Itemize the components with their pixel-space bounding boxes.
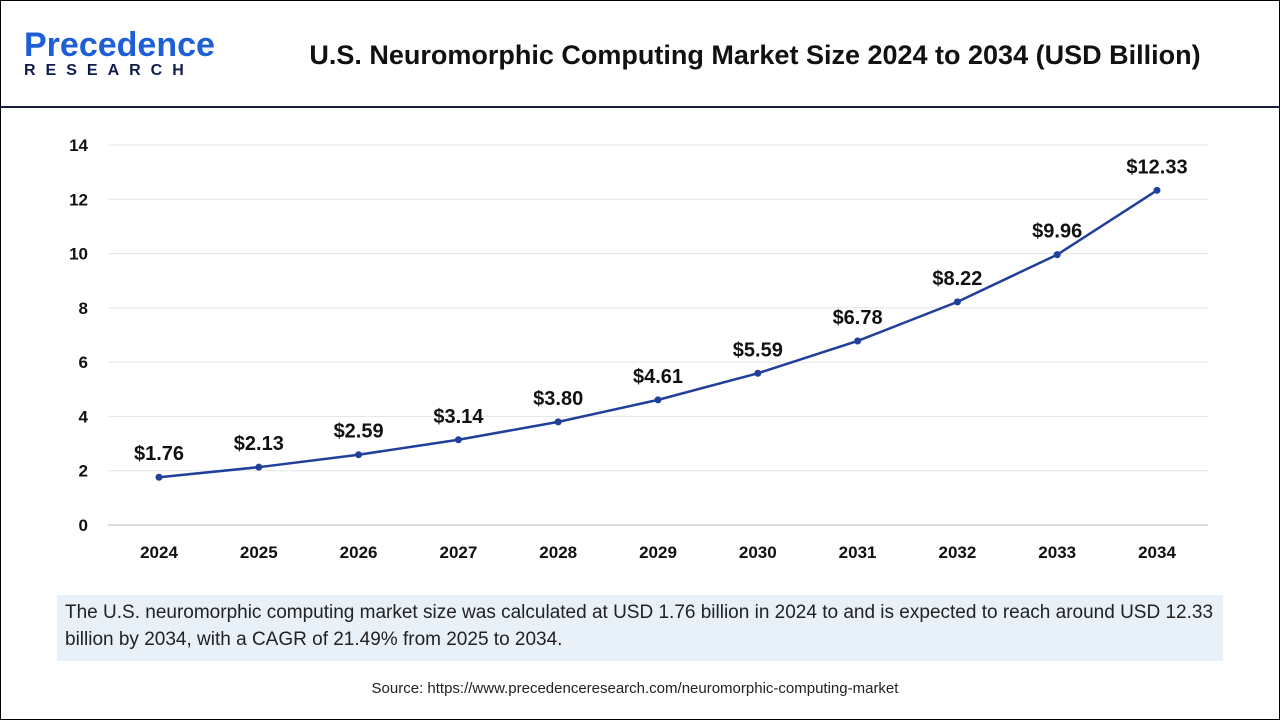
y-tick-label: 4	[79, 407, 89, 426]
x-tick-label: 2030	[739, 543, 777, 562]
data-point	[454, 436, 462, 444]
summary-note: The U.S. neuromorphic computing market s…	[57, 595, 1223, 661]
data-point	[255, 463, 263, 471]
data-point	[953, 298, 961, 306]
x-tick-label: 2026	[340, 543, 378, 562]
data-point	[1053, 251, 1061, 259]
y-tick-label: 6	[79, 353, 88, 372]
data-point	[155, 473, 163, 481]
x-tick-label: 2029	[639, 543, 677, 562]
chart-title: U.S. Neuromorphic Computing Market Size …	[309, 40, 1201, 70]
data-label: $12.33	[1126, 156, 1187, 178]
data-label: $4.61	[633, 366, 683, 388]
logo: Precedence RESEARCH	[24, 28, 215, 80]
data-label: $9.96	[1032, 221, 1082, 243]
logo-main-text: Precedence	[24, 26, 215, 64]
data-label: $2.59	[334, 421, 384, 443]
data-label: $3.14	[433, 406, 484, 428]
series-line	[158, 189, 1158, 479]
data-label: $2.13	[234, 433, 284, 455]
data-label: $8.22	[932, 268, 982, 290]
data-point	[355, 451, 363, 459]
x-tick-label: 2027	[439, 543, 477, 562]
x-tick-label: 2033	[1038, 543, 1076, 562]
data-label: $6.78	[833, 307, 883, 329]
data-point	[554, 418, 562, 426]
y-tick-label: 8	[79, 299, 88, 318]
x-tick-label: 2034	[1138, 543, 1176, 562]
x-tick-label: 2031	[839, 543, 877, 562]
x-tick-label: 2028	[539, 543, 577, 562]
source-text: Source: https://www.precedenceresearch.c…	[371, 680, 899, 697]
data-label: $1.76	[134, 443, 184, 465]
y-tick-label: 14	[69, 136, 88, 155]
data-point	[654, 396, 662, 404]
x-tick-label: 2024	[140, 543, 178, 562]
data-point	[1153, 186, 1161, 194]
data-point	[754, 369, 762, 377]
y-tick-label: 0	[79, 516, 88, 535]
y-tick-label: 10	[69, 245, 88, 264]
y-tick-label: 2	[79, 462, 88, 481]
logo-sub-text: RESEARCH	[24, 62, 194, 79]
data-label: $3.80	[533, 388, 583, 410]
x-tick-label: 2025	[240, 543, 278, 562]
data-label: $5.59	[733, 339, 783, 361]
x-tick-label: 2032	[938, 543, 976, 562]
y-tick-label: 12	[69, 190, 88, 209]
data-point	[854, 337, 862, 345]
header-divider	[0, 106, 1280, 108]
